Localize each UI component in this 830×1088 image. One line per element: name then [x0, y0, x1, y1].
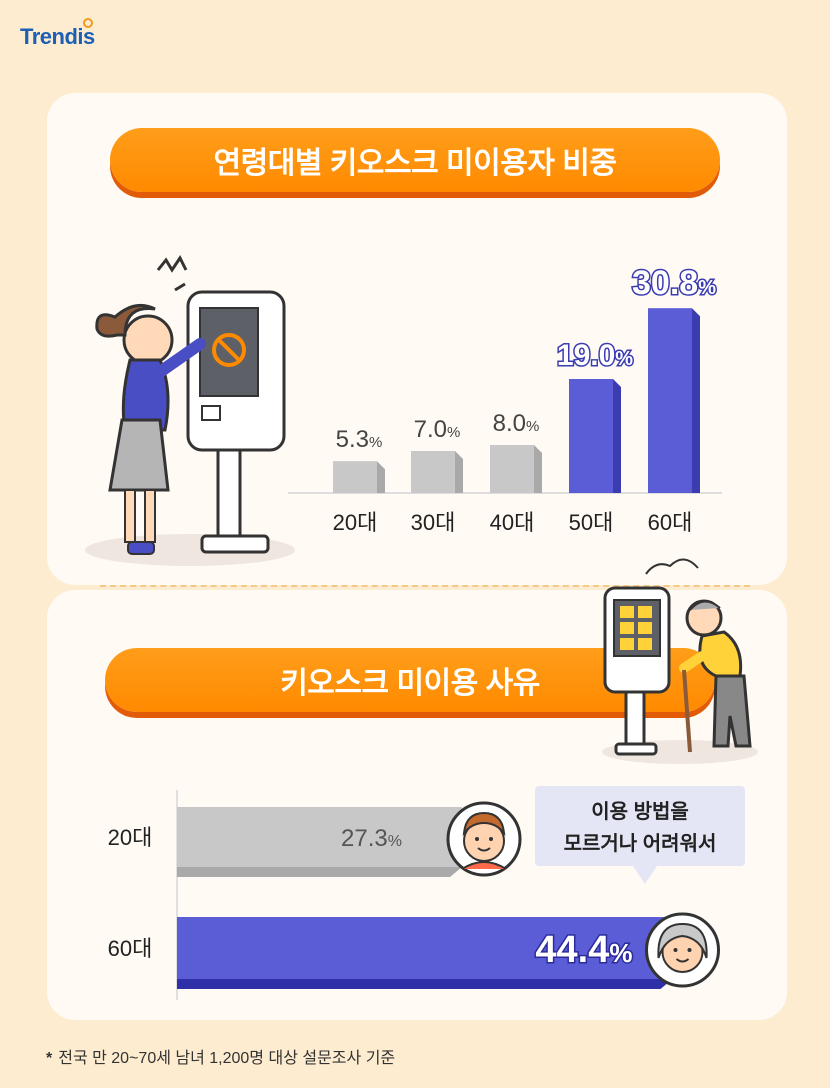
elderly-woman-face-icon — [645, 912, 721, 988]
bar-side-1 — [377, 461, 385, 493]
bar-side-4 — [613, 379, 621, 493]
logo-dot-icon — [82, 18, 93, 28]
bar-value-label-5: 30.8% — [632, 264, 716, 302]
bar-3 — [490, 445, 534, 493]
reason-speech-bubble: 이용 방법을 모르거나 어려워서 — [535, 786, 745, 884]
bar-value-label-4: 19.0% — [557, 339, 633, 372]
trendis-logo: Trendis — [20, 18, 95, 50]
bar-category-label-4: 50대 — [569, 510, 614, 535]
hbar-1 — [177, 807, 463, 867]
age-bar-chart: 5.3% 20대 7.0% 30대 8.0% 40대 19.0% 50대 30.8% 60대 — [288, 263, 722, 535]
hbar-shadow-1 — [177, 867, 463, 877]
bubble-line-2: 모르거나 어려워서 — [563, 833, 717, 855]
bar-category-label-2: 30대 — [411, 510, 456, 535]
bar-5 — [648, 308, 692, 493]
bar-value-label-3: 8.0% — [493, 410, 540, 437]
hbar-category-label-1: 20대 — [108, 825, 153, 850]
bar-1 — [333, 461, 377, 493]
bar-side-3 — [534, 445, 542, 493]
hbar-value-label-1: 27.3% — [341, 825, 402, 852]
footnote-text: 전국 만 20~70세 남녀 1,200명 대상 설문조사 기준 — [58, 1050, 396, 1067]
bar-4 — [569, 379, 613, 493]
bar-value-label-1: 5.3% — [336, 426, 383, 453]
hbar-2 — [177, 917, 673, 979]
bar-side-5 — [692, 308, 700, 493]
bar-category-label-5: 60대 — [648, 510, 693, 535]
confusion-symbols-icon — [645, 558, 699, 575]
no-entry-icon — [212, 333, 246, 367]
hbar-category-label-2: 60대 — [108, 936, 153, 961]
bar-value-label-2: 7.0% — [414, 416, 461, 443]
young-man-face-icon — [446, 801, 522, 877]
bar-2 — [411, 451, 455, 493]
footnote-mark: * — [46, 1050, 53, 1067]
footnote: * 전국 만 20~70세 남녀 1,200명 대상 설문조사 기준 — [46, 1044, 395, 1068]
elderly-kiosk-illustration — [602, 558, 758, 764]
section1-title: 연령대별 키오스크 미이용자 비중 — [110, 128, 720, 192]
woman-kiosk-illustration — [85, 255, 295, 566]
hbar-shadow-2 — [177, 979, 673, 989]
bar-category-label-3: 40대 — [490, 510, 535, 535]
bar-side-2 — [455, 451, 463, 493]
stress-lines-icon — [156, 255, 188, 273]
hbar-value-label-2: 44.4% — [535, 929, 632, 971]
bubble-line-1: 이용 방법을 — [591, 801, 689, 823]
reason-bar-chart: 20대 27.3% 60대 44.4% — [108, 790, 721, 1000]
section-divider — [100, 585, 750, 587]
bar-category-label-1: 20대 — [333, 510, 378, 535]
